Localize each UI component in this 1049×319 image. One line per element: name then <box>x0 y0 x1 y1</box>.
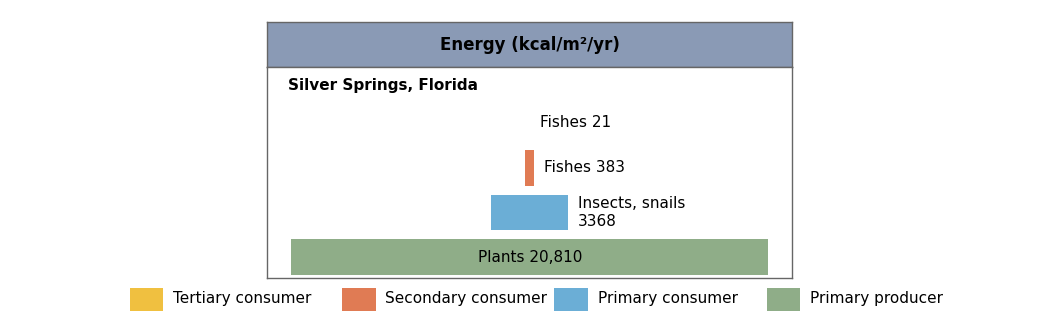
Bar <box>526 150 534 186</box>
Bar <box>130 288 164 311</box>
Bar <box>491 195 569 231</box>
Bar <box>767 288 800 311</box>
Text: Insects, snails
3368: Insects, snails 3368 <box>578 197 685 229</box>
Text: Primary consumer: Primary consumer <box>598 291 737 306</box>
Text: Secondary consumer: Secondary consumer <box>385 291 548 306</box>
Text: Silver Springs, Florida: Silver Springs, Florida <box>288 78 478 93</box>
Text: Energy (kcal/m²/yr): Energy (kcal/m²/yr) <box>440 36 620 54</box>
Bar <box>342 288 376 311</box>
Text: Primary producer: Primary producer <box>810 291 943 306</box>
Bar <box>292 240 768 275</box>
Text: Tertiary consumer: Tertiary consumer <box>173 291 312 306</box>
Text: Fishes 21: Fishes 21 <box>539 115 611 130</box>
Text: Fishes 383: Fishes 383 <box>543 160 624 175</box>
Bar <box>554 288 588 311</box>
Text: Plants 20,810: Plants 20,810 <box>477 250 582 265</box>
